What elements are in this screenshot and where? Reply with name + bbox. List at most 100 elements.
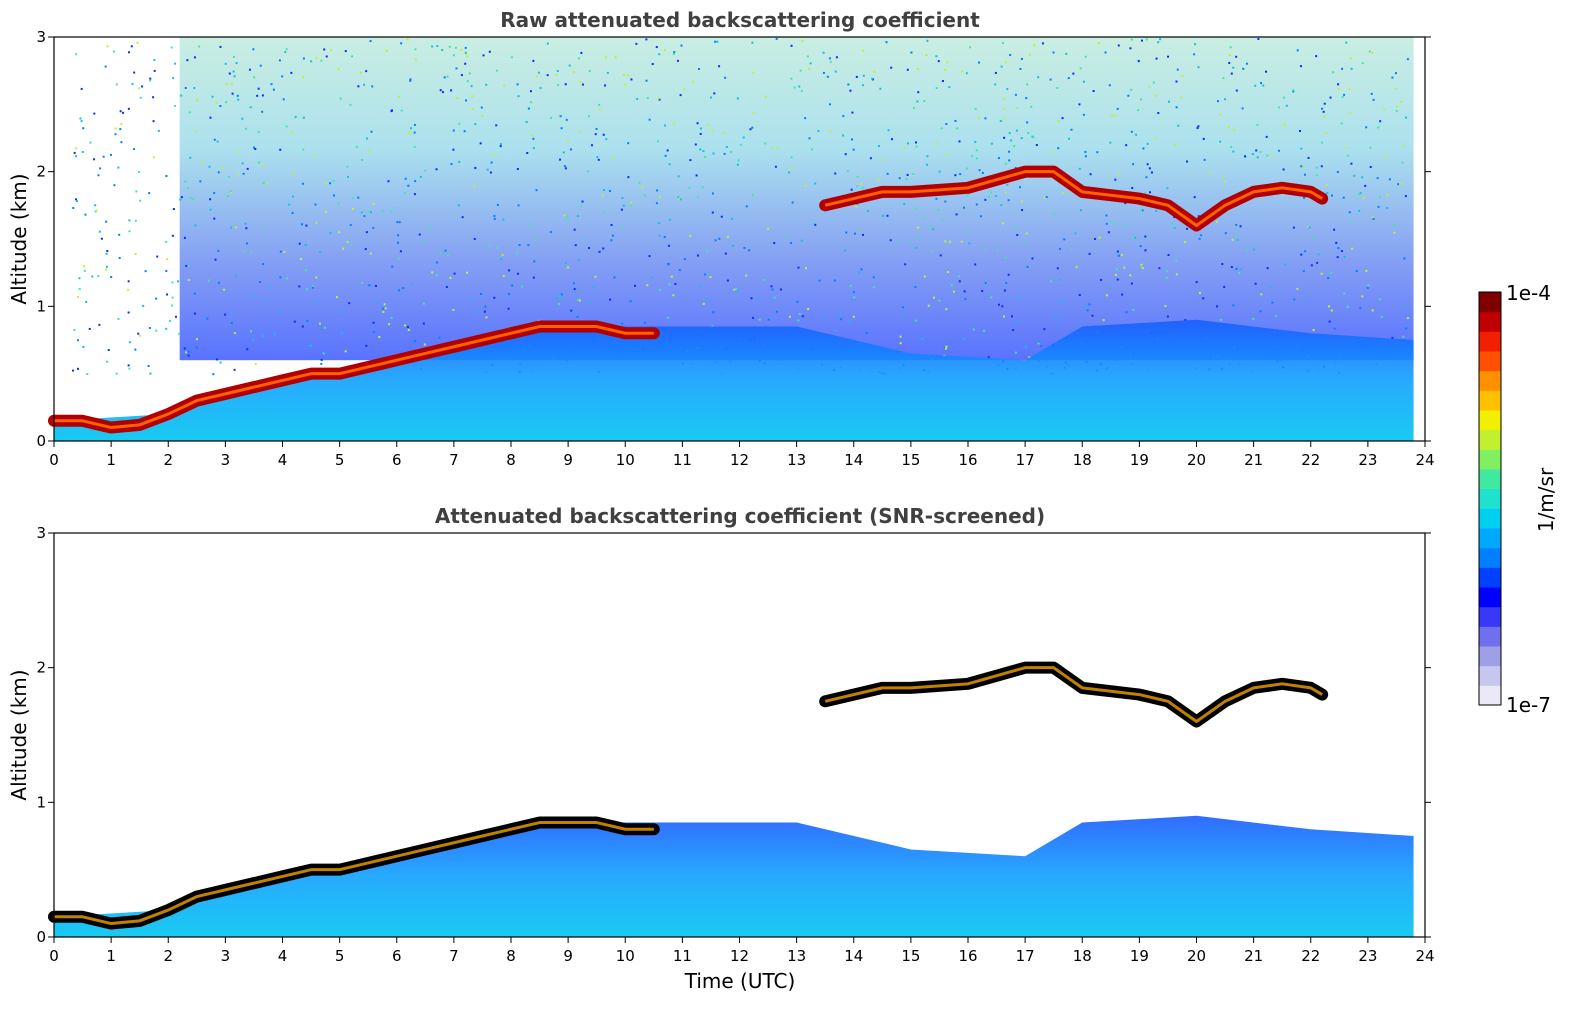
noise-speckle — [315, 221, 318, 224]
noise-speckle — [187, 354, 190, 357]
noise-speckle — [399, 250, 402, 253]
noise-speckle — [464, 62, 467, 65]
noise-speckle — [901, 306, 904, 309]
noise-speckle — [351, 55, 354, 58]
noise-speckle — [946, 61, 949, 64]
noise-speckle — [1124, 202, 1127, 205]
noise-speckle — [862, 74, 865, 77]
noise-speckle — [351, 207, 354, 210]
noise-speckle — [367, 210, 370, 213]
noise-speckle — [80, 87, 83, 90]
noise-speckle — [995, 195, 998, 198]
noise-speckle — [1144, 235, 1147, 238]
noise-speckle — [471, 95, 474, 98]
noise-speckle — [1158, 267, 1161, 270]
noise-speckle — [1266, 267, 1269, 270]
noise-speckle — [403, 324, 406, 327]
top-panel: Raw attenuated backscattering coefficien… — [7, 8, 1435, 469]
noise-speckle — [131, 82, 134, 85]
noise-speckle — [1404, 195, 1407, 198]
noise-speckle — [1015, 129, 1018, 132]
noise-speckle — [74, 155, 77, 158]
noise-speckle — [130, 45, 133, 48]
noise-speckle — [1362, 196, 1365, 199]
noise-speckle — [473, 185, 476, 188]
noise-speckle — [138, 87, 141, 90]
noise-speckle — [975, 149, 978, 152]
noise-speckle — [127, 280, 130, 283]
noise-speckle — [1135, 133, 1138, 136]
noise-speckle — [1266, 154, 1269, 157]
noise-speckle — [906, 68, 909, 71]
noise-speckle — [886, 214, 889, 217]
noise-speckle — [94, 204, 97, 207]
noise-speckle — [718, 65, 721, 68]
noise-speckle — [365, 344, 368, 347]
noise-speckle — [697, 67, 700, 70]
noise-speckle — [134, 219, 137, 222]
noise-speckle — [113, 184, 116, 187]
noise-speckle — [910, 51, 913, 54]
noise-speckle — [946, 271, 949, 274]
noise-speckle — [959, 173, 962, 176]
noise-speckle — [666, 149, 669, 152]
noise-speckle — [381, 209, 384, 212]
noise-speckle — [464, 46, 467, 49]
noise-speckle — [193, 87, 196, 90]
noise-speckle — [1239, 225, 1242, 228]
noise-speckle — [134, 348, 137, 351]
noise-speckle — [264, 227, 267, 230]
noise-speckle — [1379, 120, 1382, 123]
noise-speckle — [1383, 108, 1386, 111]
noise-speckle — [408, 130, 411, 133]
noise-speckle — [612, 156, 615, 159]
noise-speckle — [461, 216, 464, 219]
noise-speckle — [187, 264, 190, 267]
noise-speckle — [810, 148, 813, 151]
noise-speckle — [1402, 335, 1405, 338]
noise-speckle — [1063, 238, 1066, 241]
noise-speckle — [1372, 217, 1375, 220]
noise-speckle — [79, 117, 82, 120]
noise-speckle — [489, 171, 492, 174]
noise-speckle — [364, 248, 367, 251]
noise-speckle — [714, 40, 717, 43]
noise-speckle — [1277, 106, 1280, 109]
noise-speckle — [1127, 94, 1130, 97]
noise-speckle — [149, 77, 152, 80]
noise-speckle — [865, 332, 868, 335]
noise-speckle — [566, 266, 569, 269]
noise-speckle — [198, 45, 201, 48]
noise-speckle — [1330, 271, 1333, 274]
noise-speckle — [648, 118, 651, 121]
noise-speckle — [439, 252, 442, 255]
noise-speckle — [212, 373, 215, 376]
noise-speckle — [265, 299, 268, 302]
noise-speckle — [570, 148, 573, 151]
noise-speckle — [408, 132, 411, 135]
noise-speckle — [344, 50, 347, 53]
noise-speckle — [917, 237, 920, 240]
noise-speckle — [1185, 227, 1188, 230]
noise-speckle — [978, 169, 981, 172]
noise-speckle — [623, 73, 626, 76]
noise-speckle — [1235, 55, 1238, 58]
noise-speckle — [1091, 314, 1094, 317]
noise-speckle — [302, 57, 305, 60]
noise-speckle — [444, 249, 447, 252]
noise-speckle — [1104, 51, 1107, 54]
noise-speckle — [1040, 344, 1043, 347]
noise-speckle — [796, 300, 799, 303]
noise-speckle — [1299, 129, 1302, 132]
noise-speckle — [188, 111, 191, 114]
noise-speckle — [1197, 125, 1200, 128]
noise-speckle — [666, 316, 669, 319]
x-tick-label: 13 — [787, 947, 806, 965]
noise-speckle — [128, 367, 131, 370]
noise-speckle — [990, 142, 993, 145]
noise-speckle — [621, 197, 624, 200]
noise-speckle — [555, 74, 558, 77]
noise-speckle — [214, 258, 217, 261]
noise-speckle — [1111, 114, 1114, 117]
noise-speckle — [912, 173, 915, 176]
